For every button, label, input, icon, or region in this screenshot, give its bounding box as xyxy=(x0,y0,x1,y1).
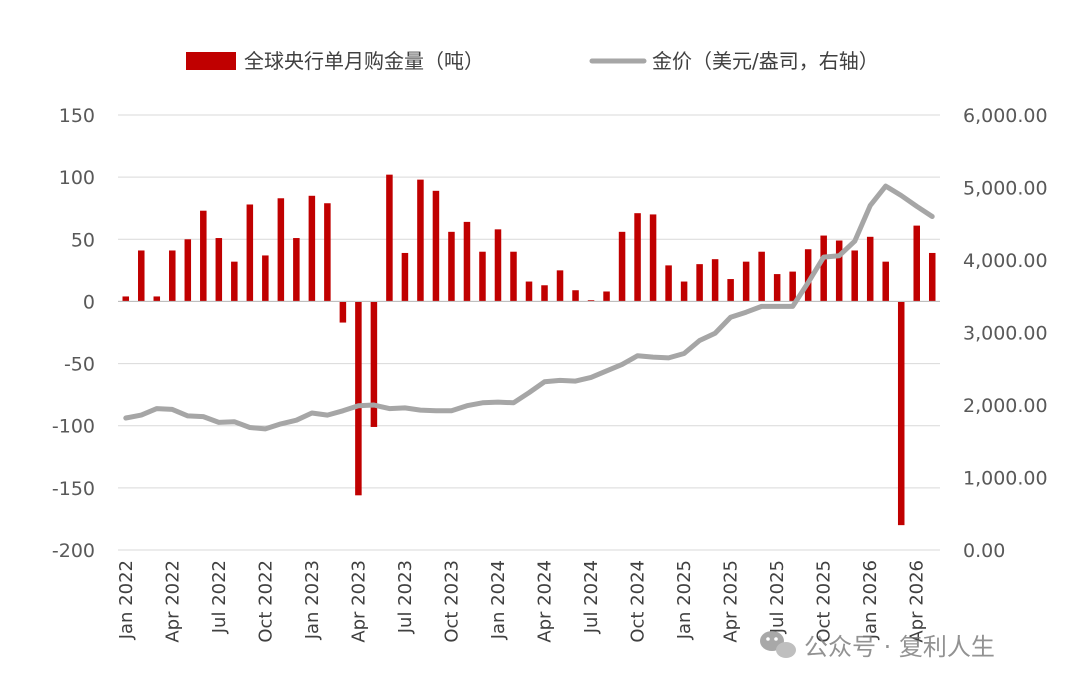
bar xyxy=(386,174,393,302)
bar xyxy=(510,251,517,302)
bar xyxy=(618,231,626,302)
bar xyxy=(200,210,207,302)
bar xyxy=(696,264,703,302)
bar xyxy=(169,250,176,302)
bar xyxy=(835,240,843,302)
bar xyxy=(525,281,533,302)
bar xyxy=(432,190,440,302)
bar xyxy=(246,204,254,302)
bar xyxy=(448,231,455,302)
y-left-tick-label: -50 xyxy=(64,354,95,376)
x-tick-label: Apr 2022 xyxy=(162,560,183,643)
x-tick-label: Jan 2024 xyxy=(488,560,509,640)
x-tick-label: Jul 2022 xyxy=(209,560,230,634)
bar xyxy=(727,279,734,302)
bar xyxy=(773,274,781,302)
y-right-tick-label: 5,000.00 xyxy=(963,178,1048,200)
bar xyxy=(231,261,238,302)
bar xyxy=(541,285,548,302)
x-tick-label: Oct 2023 xyxy=(441,560,462,643)
gold-price-line xyxy=(123,183,935,432)
y-right-tick-label: 1,000.00 xyxy=(963,468,1048,490)
bar xyxy=(851,250,858,302)
y-right-tick-label: 6,000.00 xyxy=(963,105,1048,127)
bar xyxy=(634,213,641,302)
bar xyxy=(370,301,378,427)
y-left-tick-label: 150 xyxy=(59,105,95,127)
bar xyxy=(138,250,145,302)
bar xyxy=(711,259,719,302)
bar xyxy=(866,236,874,302)
y-right-tick-label: 4,000.00 xyxy=(963,250,1048,272)
wechat-icon xyxy=(760,631,796,658)
x-tick-label: Jul 2024 xyxy=(581,560,602,634)
bar xyxy=(153,296,161,302)
bar xyxy=(928,252,936,302)
bar xyxy=(572,290,579,302)
bar xyxy=(215,238,223,302)
bar xyxy=(665,265,672,302)
bar xyxy=(820,235,827,302)
bar xyxy=(603,291,610,302)
y-left-tick-label: -100 xyxy=(52,416,95,438)
x-tick-label: Apr 2024 xyxy=(535,560,556,643)
y-left-tick-label: 50 xyxy=(71,229,95,251)
bar xyxy=(556,270,564,302)
bar xyxy=(649,214,657,302)
x-tick-label: Jan 2023 xyxy=(302,560,323,640)
bar xyxy=(479,251,486,302)
x-tick-label: Apr 2026 xyxy=(907,560,928,643)
bar xyxy=(277,198,285,302)
x-tick-label: Jan 2022 xyxy=(116,560,137,640)
bar xyxy=(587,300,595,302)
watermark-text: 公众号 · 复利人生 xyxy=(804,633,995,661)
bar xyxy=(897,301,905,526)
bar xyxy=(913,225,920,302)
x-tick-label: Oct 2022 xyxy=(255,560,276,643)
bar xyxy=(758,251,765,302)
legend-bar-label: 全球央行单月购金量（吨） xyxy=(244,49,484,73)
x-tick-label: Apr 2025 xyxy=(721,560,742,643)
legend-bar-swatch xyxy=(186,52,236,70)
bar xyxy=(401,252,409,302)
bar xyxy=(742,261,750,302)
bar xyxy=(308,195,316,302)
x-tick-label: Jul 2023 xyxy=(395,560,416,634)
y-left-tick-label: -150 xyxy=(52,478,95,500)
legend-line-label: 金价（美元/盎司，右轴） xyxy=(652,49,879,73)
x-tick-label: Apr 2023 xyxy=(348,560,369,643)
bar xyxy=(122,296,130,302)
y-left-tick-label: 100 xyxy=(59,167,95,189)
plot-area: 150 100 50 0 -50 -100 -150 -200 6,000.00 5,000.00… xyxy=(52,105,1048,643)
bar xyxy=(804,249,812,302)
bar xyxy=(293,238,300,302)
x-tick-label: Oct 2025 xyxy=(814,560,835,643)
x-tick-label: Jan 2026 xyxy=(860,560,881,640)
y-right-tick-label: 0.00 xyxy=(963,540,1005,562)
bar xyxy=(339,301,347,323)
y-right-tick-label: 2,000.00 xyxy=(963,395,1048,417)
bar xyxy=(324,203,331,302)
bar xyxy=(184,239,192,302)
watermark: 公众号 · 复利人生 xyxy=(760,631,995,661)
bar xyxy=(417,179,424,302)
bar xyxy=(882,261,889,302)
bar xyxy=(463,221,471,302)
bar xyxy=(262,255,269,302)
x-tick-label: Oct 2024 xyxy=(628,560,649,643)
bar xyxy=(789,271,796,302)
y-right-tick-label: 3,000.00 xyxy=(963,323,1048,345)
y-left-tick-label: 0 xyxy=(83,291,95,313)
bar xyxy=(355,301,362,496)
x-tick-label: Jan 2025 xyxy=(674,560,695,640)
bar xyxy=(680,281,688,302)
legend: 全球央行单月购金量（吨） 金价（美元/盎司，右轴） xyxy=(186,49,879,73)
y-left-tick-label: -200 xyxy=(52,540,95,562)
bar xyxy=(494,229,502,302)
x-tick-label: Jul 2025 xyxy=(767,560,788,634)
